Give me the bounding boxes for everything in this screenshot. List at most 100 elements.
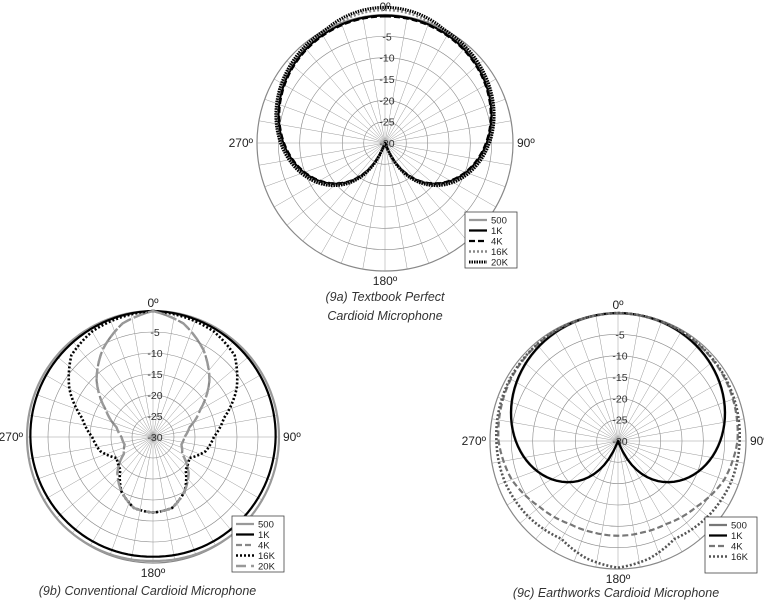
grid-spoke (152, 436, 176, 562)
angle-label-top: 0º (147, 296, 159, 310)
grid-spoke (152, 355, 250, 438)
grid-spoke (553, 330, 619, 442)
legend-label-4K: 4K (258, 541, 270, 552)
grid-spoke (384, 78, 496, 144)
grid-spoke (497, 440, 619, 486)
angle-label-bottom: 180º (373, 274, 398, 288)
series-1K-curve (509, 311, 727, 484)
grid-spoke (617, 440, 745, 464)
grid-spoke (617, 342, 701, 442)
radial-tick-label: -15 (147, 369, 162, 381)
angle-label-left: 270º (0, 430, 24, 444)
grid-spoke (491, 418, 619, 442)
radial-tick-label: -25 (612, 415, 627, 427)
grid-spoke (497, 396, 619, 442)
legend-label-4K: 4K (491, 237, 503, 248)
grid-spoke (274, 142, 386, 208)
grid-spoke (89, 327, 154, 438)
grid-spoke (384, 142, 512, 166)
grid-spoke (384, 44, 468, 144)
angle-label-right: 90º (517, 136, 535, 150)
angle-label-bottom: 180º (606, 572, 631, 586)
grid-spoke (384, 142, 408, 270)
grid-spoke (519, 358, 619, 442)
angle-label-left: 270º (229, 136, 254, 150)
legend-label-1K: 1K (731, 531, 743, 542)
grid-spoke (362, 142, 386, 270)
grid-spoke (28, 436, 154, 460)
grid-spoke (152, 436, 278, 460)
caption-9a-line2: Cardioid Microphone (327, 309, 443, 323)
grid-spoke (152, 393, 272, 438)
grid-spoke (130, 312, 154, 438)
grid-spoke (617, 440, 701, 540)
angle-label-right: 90º (750, 434, 764, 448)
legend-label-16K: 16K (258, 551, 276, 562)
caption-9c: (9c) Earthworks Cardioid Microphone (512, 586, 720, 600)
grid-spoke (264, 142, 386, 188)
grid-spoke (384, 32, 450, 144)
grid-spoke (302, 44, 386, 144)
radial-tick-label: -25 (147, 411, 162, 423)
grid-spoke (152, 436, 250, 519)
grid-spoke (617, 440, 641, 568)
radial-tick-label: -15 (379, 74, 394, 86)
grid-spoke (152, 436, 235, 534)
grid-spoke (56, 436, 154, 519)
grid-spoke (535, 440, 619, 540)
caption-9a-line1: (9a) Textbook Perfect (325, 290, 445, 304)
grid-spoke (152, 312, 176, 438)
radial-tick-label: -10 (612, 351, 627, 363)
grid-spoke (617, 440, 663, 562)
grid-spoke (507, 440, 619, 506)
grid-spoke (152, 373, 263, 438)
grid-spoke (286, 60, 386, 144)
radial-tick-label: -5 (150, 327, 159, 339)
polar-chart-9b: -5 -10 -15 -20 -25 -30 0º 180º 90º 270º 5001K4K16K… (0, 296, 301, 580)
radial-tick-label: -30 (147, 432, 162, 444)
legend-label-500: 500 (731, 521, 747, 532)
angle-label-bottom: 180º (141, 566, 166, 580)
radial-tick-label: -15 (612, 372, 627, 384)
legend-label-500: 500 (491, 216, 507, 227)
grid-spoke (258, 142, 386, 166)
legend-label-500: 500 (258, 520, 274, 531)
grid-spoke (384, 98, 506, 144)
grid-spoke (384, 22, 430, 144)
grid-spoke (152, 436, 263, 501)
radial-tick-label: -20 (147, 390, 162, 402)
grid-spoke (71, 340, 154, 438)
angle-label-top: 0º (612, 298, 624, 312)
series-16K-curve (494, 311, 742, 570)
grid-spoke (71, 436, 154, 534)
grid-spoke (340, 142, 386, 264)
grid-spoke (573, 440, 619, 562)
grid-spoke (130, 436, 154, 562)
grid-spoke (617, 314, 641, 442)
grid-spoke (617, 396, 739, 442)
grid-spoke (384, 142, 430, 264)
grid-spoke (595, 314, 619, 442)
grid-spoke (56, 355, 154, 438)
angle-label-left: 270º (462, 434, 487, 448)
grid-spoke (384, 142, 506, 188)
grid-spoke (507, 376, 619, 442)
grid-spoke (43, 373, 154, 438)
grid-spoke (573, 320, 619, 442)
grid-spoke (152, 436, 272, 481)
grid-spoke (384, 142, 468, 242)
radial-tick-label: -25 (379, 117, 394, 129)
grid-spoke (535, 342, 619, 442)
grid-spoke (43, 436, 154, 501)
legend-label-20K: 20K (491, 258, 509, 269)
caption-9b: (9b) Conventional Cardioid Microphone (38, 584, 257, 598)
legend-label-4K: 4K (731, 542, 743, 553)
grid-spoke (34, 436, 154, 481)
legend-label-16K: 16K (491, 247, 509, 258)
grid-spoke (384, 16, 408, 144)
radial-tick-label: -20 (612, 393, 627, 405)
grid-spoke (491, 440, 619, 464)
grid-spoke (617, 376, 729, 442)
